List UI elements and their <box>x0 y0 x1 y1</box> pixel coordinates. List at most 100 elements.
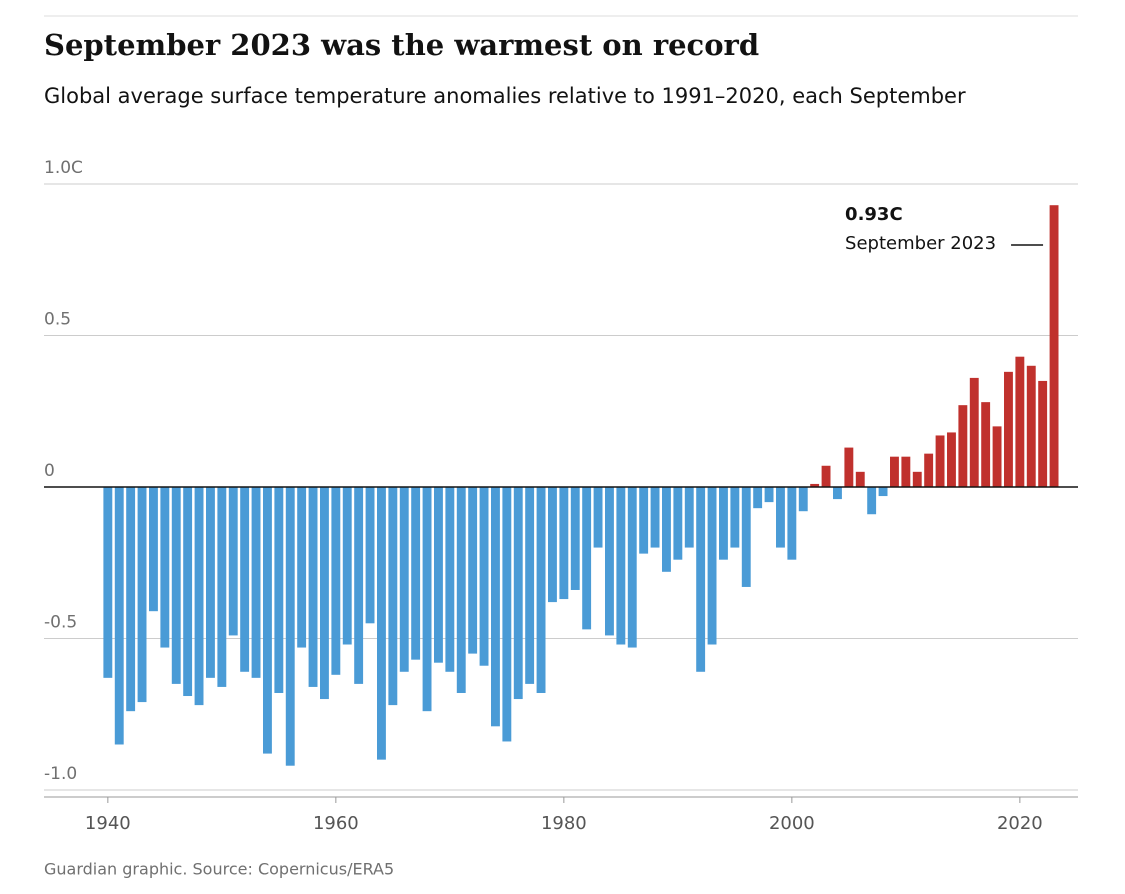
bar <box>183 486 193 697</box>
bar <box>924 453 934 487</box>
annotation-value: 0.93C <box>845 204 903 225</box>
x-tick-label: 1980 <box>541 813 587 834</box>
bar <box>662 486 671 572</box>
bar <box>262 486 272 754</box>
bar <box>114 486 124 745</box>
bar <box>753 486 763 509</box>
bar <box>251 486 261 678</box>
y-tick-label: 0 <box>44 461 55 481</box>
bar <box>1038 380 1048 487</box>
bar <box>342 486 352 645</box>
x-tick-label: 1940 <box>85 813 131 834</box>
bar <box>912 471 922 487</box>
bar <box>491 486 500 727</box>
bar <box>627 486 637 648</box>
bar <box>639 486 649 554</box>
bar <box>217 486 227 687</box>
bar <box>947 432 956 487</box>
bar <box>1026 365 1036 487</box>
bar <box>171 486 181 684</box>
bar <box>148 486 158 612</box>
y-tick-label: -1.0 <box>44 764 77 784</box>
bar <box>205 486 215 678</box>
bar <box>160 486 170 648</box>
bar <box>969 377 979 487</box>
bar <box>388 486 398 706</box>
bar <box>810 483 820 487</box>
y-tick-label: 1.0C <box>44 158 83 178</box>
bar <box>867 486 877 515</box>
bar <box>798 486 808 512</box>
bar <box>513 486 523 700</box>
bar <box>194 486 204 706</box>
bar <box>958 405 968 487</box>
bar <box>935 435 945 487</box>
bar <box>331 486 341 675</box>
bar <box>992 426 1002 487</box>
bar <box>1004 371 1013 487</box>
x-tick-label: 1960 <box>313 813 359 834</box>
bar <box>707 486 717 645</box>
bar <box>1049 205 1059 487</box>
chart-subtitle: Global average surface temperature anoma… <box>44 84 966 108</box>
bar <box>411 486 421 660</box>
bar <box>730 486 740 548</box>
annotation-text: September 2023 <box>845 233 996 254</box>
bar <box>878 486 888 497</box>
bar <box>821 465 831 487</box>
bar <box>399 486 409 672</box>
bar <box>593 486 603 548</box>
bar <box>673 486 683 560</box>
bar <box>901 456 911 487</box>
bar <box>377 486 386 760</box>
bar <box>833 486 842 500</box>
bar <box>719 486 728 560</box>
bar <box>741 486 751 587</box>
bar <box>319 486 329 700</box>
bar <box>103 486 113 678</box>
bar <box>479 486 489 666</box>
bar <box>525 486 535 684</box>
bar <box>354 486 364 684</box>
bar <box>536 486 546 693</box>
bar <box>787 486 797 560</box>
bar <box>616 486 626 645</box>
bar <box>844 447 854 487</box>
bar <box>559 486 569 600</box>
bar <box>764 486 774 503</box>
bar <box>228 486 238 636</box>
source: Guardian graphic. Source: Copernicus/ERA… <box>44 860 394 879</box>
bar <box>502 486 512 742</box>
bar <box>445 486 455 672</box>
bar <box>855 471 865 487</box>
bar <box>696 486 706 672</box>
bar <box>605 486 614 636</box>
bar <box>137 486 147 703</box>
bar <box>468 486 478 654</box>
bar <box>1015 356 1025 487</box>
bar <box>285 486 295 766</box>
bar <box>422 486 432 712</box>
bar <box>570 486 580 590</box>
bar <box>684 486 694 548</box>
bar <box>297 486 307 648</box>
chart-title: September 2023 was the warmest on record <box>44 28 759 62</box>
bar <box>456 486 466 693</box>
bar <box>308 486 318 687</box>
bar <box>890 456 899 487</box>
bar <box>650 486 660 548</box>
bar <box>548 486 557 603</box>
bar <box>582 486 592 630</box>
y-tick-label: 0.5 <box>44 309 71 329</box>
y-tick-label: -0.5 <box>44 612 77 632</box>
x-tick-label: 2020 <box>997 813 1043 834</box>
bar <box>776 486 785 548</box>
bar <box>240 486 250 672</box>
bar <box>365 486 375 624</box>
bar <box>981 402 991 487</box>
bar <box>274 486 284 693</box>
bar <box>434 486 443 663</box>
bar <box>126 486 136 712</box>
x-tick-label: 2000 <box>769 813 815 834</box>
